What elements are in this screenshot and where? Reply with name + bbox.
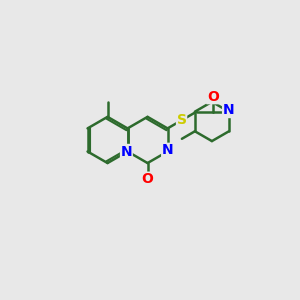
- Text: N: N: [162, 143, 173, 157]
- Text: S: S: [177, 113, 187, 127]
- Text: O: O: [207, 90, 219, 104]
- Text: O: O: [142, 172, 154, 186]
- Text: N: N: [223, 103, 234, 118]
- Text: N: N: [121, 145, 132, 158]
